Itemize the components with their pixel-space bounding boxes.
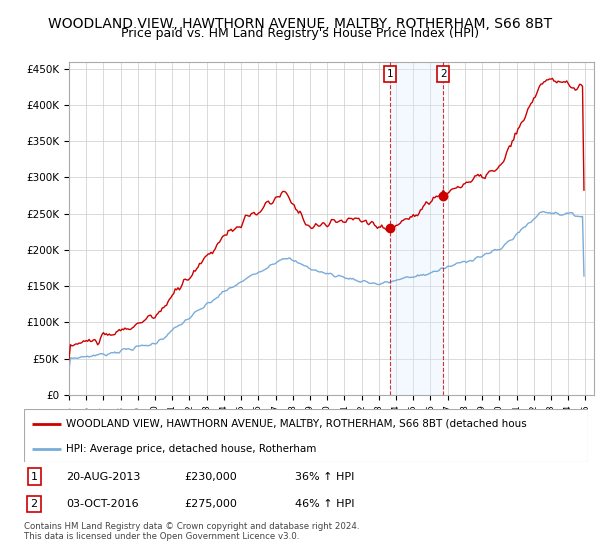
Text: 1: 1 <box>386 69 393 79</box>
Text: Contains HM Land Registry data © Crown copyright and database right 2024.
This d: Contains HM Land Registry data © Crown c… <box>24 522 359 542</box>
Text: WOODLAND VIEW, HAWTHORN AVENUE, MALTBY, ROTHERHAM, S66 8BT (detached hous: WOODLAND VIEW, HAWTHORN AVENUE, MALTBY, … <box>66 419 527 429</box>
Text: 46% ↑ HPI: 46% ↑ HPI <box>295 499 354 509</box>
Text: 1: 1 <box>31 472 38 482</box>
Text: 36% ↑ HPI: 36% ↑ HPI <box>295 472 354 482</box>
Bar <box>390 62 443 395</box>
Text: 2: 2 <box>31 499 38 509</box>
Text: Price paid vs. HM Land Registry's House Price Index (HPI): Price paid vs. HM Land Registry's House … <box>121 27 479 40</box>
Text: HPI: Average price, detached house, Rotherham: HPI: Average price, detached house, Roth… <box>66 444 317 454</box>
Text: £275,000: £275,000 <box>185 499 238 509</box>
Text: 20-AUG-2013: 20-AUG-2013 <box>66 472 140 482</box>
Text: 2: 2 <box>440 69 446 79</box>
Text: 03-OCT-2016: 03-OCT-2016 <box>66 499 139 509</box>
Text: £230,000: £230,000 <box>185 472 238 482</box>
Text: WOODLAND VIEW, HAWTHORN AVENUE, MALTBY, ROTHERHAM, S66 8BT: WOODLAND VIEW, HAWTHORN AVENUE, MALTBY, … <box>48 17 552 31</box>
